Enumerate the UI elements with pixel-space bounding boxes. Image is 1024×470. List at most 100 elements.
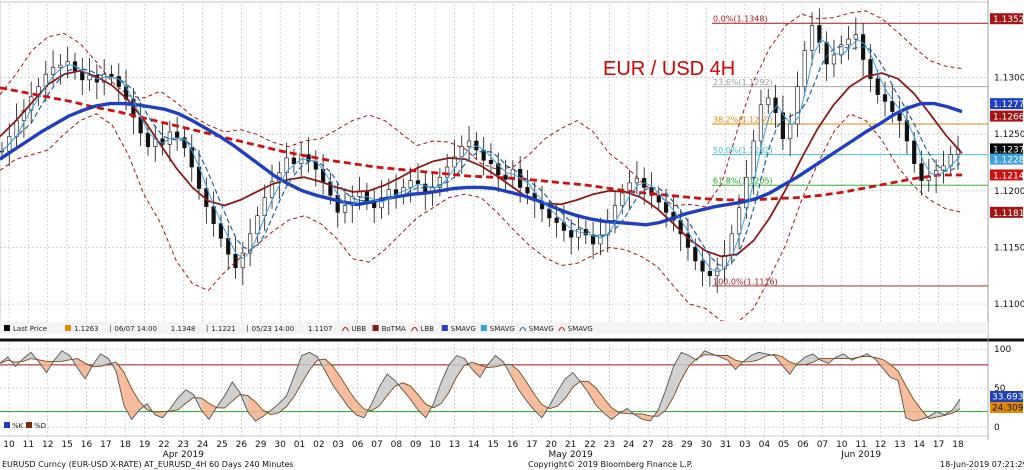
fib-level-label: 50.0%(1.1232) [713, 146, 773, 155]
x-tick-label: 12 [875, 440, 886, 450]
legend-label: 1.1107 [308, 325, 333, 333]
x-tick-label: 24 [623, 440, 635, 450]
candle-body [912, 140, 917, 164]
x-month-label: May 2019 [548, 450, 593, 460]
smavg-red-dashed-line [0, 86, 962, 202]
candle-body [189, 147, 194, 168]
candle-body [554, 217, 559, 223]
x-tick-label: 05 [778, 440, 789, 450]
osc-fill [588, 381, 597, 406]
x-tick-label: 07 [371, 440, 382, 450]
candle-body [269, 181, 275, 198]
x-tick-label: 15 [487, 440, 498, 450]
legend-label: 05/23 14:00 [252, 325, 295, 333]
x-tick-label: 11 [23, 440, 34, 450]
osc-k-tag [990, 391, 1023, 402]
x-month-label: Jun 2019 [840, 450, 881, 460]
osc-fill [131, 388, 140, 420]
osc-fill [603, 398, 612, 420]
candle-body [445, 166, 450, 178]
osc-fill [255, 401, 264, 421]
x-tick-label: 07 [817, 440, 828, 450]
candle-body [452, 156, 457, 168]
osc-fill [278, 396, 287, 413]
osc-tick-label: 100 [994, 345, 1011, 355]
x-tick-label: 18 [952, 440, 964, 450]
legend-label: LBB [421, 325, 435, 333]
candle-body [598, 234, 603, 245]
osc-fill [929, 411, 937, 419]
candle-body [875, 78, 880, 95]
candle-body [342, 205, 348, 213]
footer-right: 18-Jun-2019 07:21:29 [940, 460, 1024, 469]
osc-fill [689, 355, 697, 366]
osc-fill [100, 353, 109, 367]
price-tag [990, 169, 1023, 181]
candle-body [182, 137, 187, 149]
candle-body [824, 42, 829, 65]
price-tag-label: 1.1228 [993, 156, 1024, 166]
x-tick-label: 17 [100, 440, 111, 450]
osc-d-legend-label: %D [34, 422, 46, 430]
x-tick-label: 25 [216, 440, 227, 450]
osc-fill [402, 382, 411, 400]
price-tick-label: 1.1100 [994, 300, 1024, 310]
legend-label: 1.1263 [74, 325, 99, 333]
candle-body [693, 247, 698, 262]
osc-fill [301, 352, 310, 383]
price-tag [990, 98, 1023, 110]
x-tick-label: 23 [604, 440, 615, 450]
osc-fill [526, 381, 535, 411]
x-tick-label: 18 [119, 440, 131, 450]
candle-body [255, 215, 260, 235]
x-tick-label: 20 [546, 440, 558, 450]
candle-body [919, 163, 924, 181]
price-tick-label: 1.1300 [994, 74, 1024, 84]
x-tick-label: 28 [662, 440, 674, 450]
x-tick-label: 11 [855, 440, 866, 450]
fib-level-label: 23.6%(1.1292) [713, 78, 773, 87]
price-tag [990, 206, 1023, 218]
legend-swatch [4, 325, 10, 331]
candle-body [350, 196, 355, 206]
x-tick-label: 29 [681, 440, 693, 450]
osc-fill [665, 366, 674, 411]
x-tick-label: 21 [565, 440, 576, 450]
candle-body [109, 73, 114, 77]
grid [0, 0, 1024, 440]
candle-body [474, 140, 479, 151]
candle-body [211, 206, 216, 224]
x-tick-label: 13 [449, 440, 460, 450]
candle-body [306, 154, 311, 162]
osc-fill [418, 394, 426, 418]
osc-fill [77, 358, 86, 379]
lower-bollinger-band [0, 113, 963, 321]
osc-fill [495, 355, 504, 367]
candle-body [218, 223, 224, 239]
candle-body [707, 270, 712, 277]
x-tick-label: 27 [642, 440, 653, 450]
x-tick-label: 10 [429, 440, 441, 450]
legend: Last Price 1.1263 06/07 14:00 1.1348 1.1221 0… [0, 322, 988, 430]
candle-body [751, 140, 756, 178]
osc-fill [882, 359, 891, 378]
legend-swatch [441, 325, 448, 331]
osc-k-legend-label: %K [12, 422, 24, 430]
x-tick-label: 03 [333, 440, 344, 450]
price-tag-label: 1.1277 [993, 100, 1024, 110]
candle-body [58, 64, 63, 68]
candle-body [525, 187, 530, 194]
candle-body [634, 178, 640, 184]
candle-body [736, 207, 742, 235]
x-tick-label: 09 [410, 440, 422, 450]
candle-body [145, 132, 151, 147]
legend-label: 06/07 14:00 [114, 325, 157, 333]
legend-swatch [65, 325, 71, 331]
candle-body [890, 101, 895, 112]
osc-tick-label: 0 [994, 423, 1000, 433]
x-tick-label: 17 [526, 440, 537, 450]
x-month-label: Apr 2019 [163, 450, 205, 460]
candle-body [569, 230, 574, 238]
